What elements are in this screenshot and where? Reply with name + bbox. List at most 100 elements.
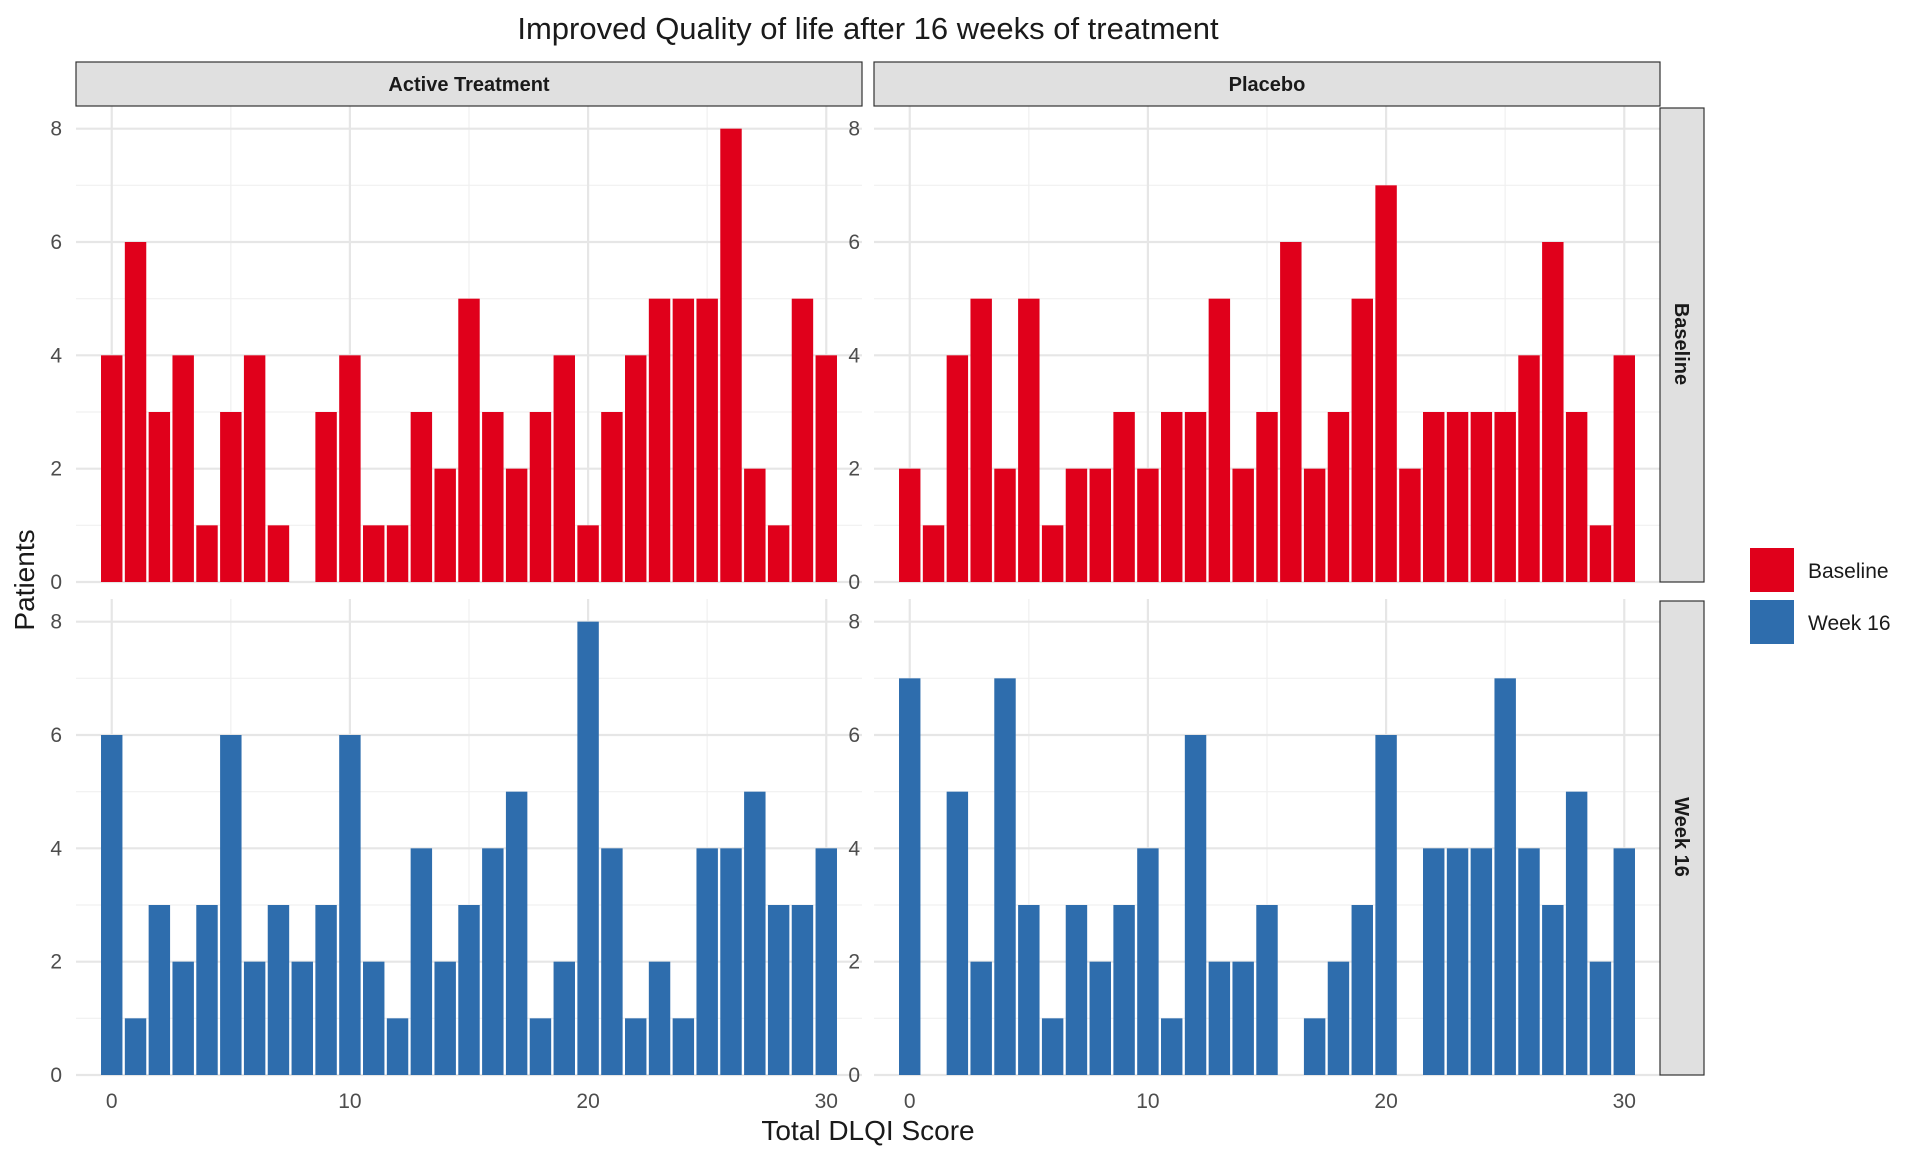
bar (529, 412, 552, 582)
bar (1137, 468, 1159, 582)
bar (1351, 298, 1373, 582)
bar (315, 412, 337, 582)
bar (791, 905, 814, 1075)
bar (970, 298, 992, 582)
bar (1518, 848, 1540, 1075)
bar (1018, 905, 1040, 1075)
panel-0-1: 0 2 4 6 8 (848, 106, 1660, 594)
bar (148, 905, 171, 1075)
bar (1542, 242, 1564, 582)
bar (267, 905, 290, 1075)
bar (101, 735, 123, 1075)
panel-0-0: 0 2 4 6 8 (50, 106, 862, 594)
y-tick-label: 8 (50, 611, 62, 634)
bar (601, 848, 623, 1075)
bar (363, 961, 385, 1075)
bar (553, 355, 575, 582)
bar (1446, 412, 1469, 582)
bar (339, 735, 361, 1075)
bar (744, 468, 766, 582)
bar (970, 961, 992, 1075)
bar (1184, 412, 1207, 582)
bar (482, 412, 504, 582)
row-strip (1659, 107, 1705, 583)
bar (458, 298, 480, 582)
y-tick-label: 2 (848, 458, 860, 481)
legend-key (1750, 600, 1794, 644)
bar (1232, 961, 1254, 1075)
bar (1113, 412, 1135, 582)
bar (601, 412, 623, 582)
bar (744, 791, 766, 1075)
y-tick-label: 8 (50, 118, 62, 141)
y-tick-label: 8 (848, 611, 860, 634)
bar (220, 412, 242, 582)
bar (410, 848, 433, 1075)
bar (815, 355, 837, 582)
y-tick-label: 8 (848, 118, 860, 141)
bar (458, 905, 480, 1075)
bar (434, 468, 456, 582)
y-tick-label: 4 (848, 344, 860, 367)
row-strip-label: Week 16 (1670, 797, 1692, 877)
y-tick-label: 4 (50, 837, 62, 860)
bar (1589, 525, 1612, 582)
bar (172, 961, 194, 1075)
bar (267, 525, 290, 582)
x-tick-label: 20 (1374, 1090, 1397, 1113)
bar (1161, 1018, 1183, 1075)
y-tick-label: 0 (50, 1064, 62, 1087)
bar (1041, 525, 1064, 582)
bar (1446, 848, 1469, 1075)
bar (1565, 412, 1588, 582)
bar (1613, 848, 1635, 1075)
bar (1542, 905, 1564, 1075)
bar (434, 961, 456, 1075)
bar (815, 848, 837, 1075)
bar (101, 355, 123, 582)
bar (625, 355, 647, 582)
bar (1280, 242, 1302, 582)
bar (553, 961, 575, 1075)
legend: Baseline Week 16 (1750, 548, 1891, 644)
x-tick-label: 10 (338, 1090, 361, 1113)
bar (1589, 961, 1612, 1075)
y-tick-label: 2 (50, 951, 62, 974)
bar (899, 468, 921, 582)
bar (1256, 412, 1278, 582)
bar (1113, 905, 1135, 1075)
bar (339, 355, 361, 582)
bar (720, 128, 742, 582)
bar (791, 298, 814, 582)
row-strip-label: Baseline (1670, 303, 1692, 385)
bar (696, 848, 718, 1075)
bar (1184, 735, 1207, 1075)
bar (1423, 848, 1445, 1075)
bar (172, 355, 194, 582)
bar (1375, 735, 1397, 1075)
bar (505, 468, 528, 582)
bar (767, 525, 790, 582)
chart-title: Improved Quality of life after 16 weeks … (517, 11, 1219, 46)
column-strip (75, 61, 863, 107)
panels: 0 2 4 6 8 0 2 4 6 8 0 2 4 6 8 0 10 20 30 0 2 4 6 8 0 10 20 30 (50, 106, 1660, 1113)
bar (1089, 961, 1111, 1075)
bar (625, 1018, 647, 1075)
bar (1565, 791, 1588, 1075)
bar (1137, 848, 1159, 1075)
y-tick-label: 6 (50, 231, 62, 254)
bar (577, 621, 599, 1075)
x-tick-label: 30 (1613, 1090, 1636, 1113)
bar (148, 412, 171, 582)
column-strip-label: Placebo (1229, 74, 1306, 96)
bar (1399, 468, 1421, 582)
y-tick-label: 4 (50, 344, 62, 367)
legend-label: Week 16 (1808, 612, 1891, 635)
column-strip (873, 61, 1661, 107)
y-tick-label: 6 (848, 724, 860, 747)
bar (124, 1018, 147, 1075)
y-tick-label: 2 (50, 458, 62, 481)
bar (648, 298, 671, 582)
bar (1470, 848, 1493, 1075)
bar (1208, 961, 1231, 1075)
